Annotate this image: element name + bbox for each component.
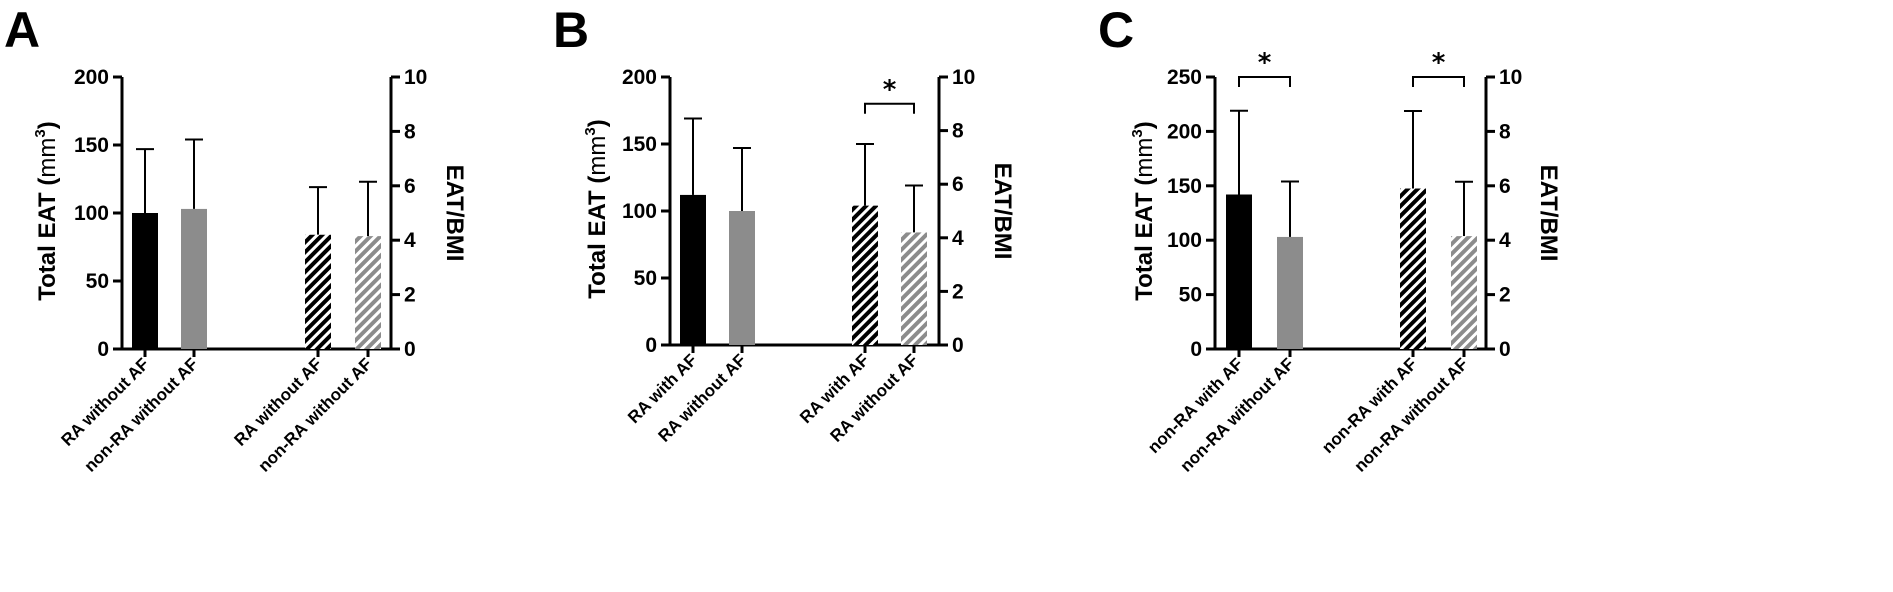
bar — [1451, 236, 1477, 349]
bar — [132, 213, 158, 349]
significance-star: * — [883, 75, 897, 105]
bar — [901, 232, 927, 345]
left-y-tick-label: 50 — [634, 267, 657, 290]
x-category-label: RA without AF — [654, 350, 749, 445]
y-title-unit: mm — [584, 136, 611, 176]
right-y-tick-label: 8 — [952, 120, 964, 143]
left-y-tick-label: 100 — [1167, 229, 1202, 252]
x-category-label: RA without AF — [826, 350, 921, 445]
right-y-tick-label: 4 — [952, 227, 964, 250]
significance-bracket — [1238, 76, 1291, 87]
right-y-axis-title: EAT/BMI — [1535, 165, 1562, 262]
right-y-tick-label: 2 — [1499, 284, 1511, 307]
x-category-label: RA without AF — [230, 354, 325, 449]
y-title-unit: mm — [1131, 138, 1158, 178]
y-title-open-paren: ( — [1131, 178, 1158, 193]
right-y-axis-title: EAT/BMI — [441, 165, 468, 262]
right-y-tick-label: 6 — [952, 173, 964, 196]
right-y-tick-label: 4 — [1499, 229, 1511, 252]
significance-star: * — [1432, 48, 1446, 78]
bar — [305, 234, 331, 349]
panel-letter: B — [553, 2, 589, 58]
y-title-close-paren: ) — [1131, 121, 1158, 129]
bar — [1400, 188, 1426, 349]
left-y-tick-label: 0 — [1190, 338, 1202, 361]
right-y-tick-label: 6 — [1499, 175, 1511, 198]
left-y-tick-label: 250 — [1167, 66, 1202, 89]
bar — [852, 205, 878, 345]
y-title-superscript: 3 — [582, 127, 599, 135]
significance-star: * — [1258, 48, 1272, 78]
y-title-text: Total EAT — [34, 192, 61, 301]
left-y-tick-label: 200 — [1167, 120, 1202, 143]
y-title-text: Total EAT — [1131, 192, 1158, 301]
y-title-close-paren: ) — [34, 121, 61, 129]
right-y-tick-label: 10 — [404, 66, 427, 89]
y-title-superscript: 3 — [32, 129, 49, 137]
left-y-tick-label: 0 — [97, 338, 109, 361]
panel-letter: C — [1098, 2, 1134, 58]
left-y-tick-label: 0 — [645, 334, 657, 357]
left-y-tick-label: 100 — [74, 202, 109, 225]
right-y-tick-label: 10 — [1499, 66, 1522, 89]
y-title-close-paren: ) — [584, 119, 611, 127]
right-y-tick-label: 8 — [1499, 120, 1511, 143]
left-y-tick-label: 50 — [86, 270, 109, 293]
left-y-tick-label: 150 — [622, 133, 657, 156]
left-y-axis-title: Total EAT (mm3) — [1129, 121, 1158, 300]
x-category-label: non-RA with AF — [1318, 354, 1421, 457]
bar — [1226, 194, 1252, 349]
right-y-tick-label: 10 — [952, 66, 975, 89]
left-y-tick-label: 100 — [622, 200, 657, 223]
bar — [680, 194, 706, 345]
bar — [729, 211, 755, 345]
y-title-open-paren: ( — [34, 178, 61, 193]
significance-bracket — [864, 102, 915, 114]
right-y-tick-label: 4 — [404, 229, 416, 252]
left-y-tick-label: 150 — [74, 134, 109, 157]
left-y-tick-label: 200 — [74, 66, 109, 89]
right-y-tick-label: 6 — [404, 175, 416, 198]
bar — [355, 236, 381, 349]
left-y-tick-label: 150 — [1167, 175, 1202, 198]
left-y-axis-title: Total EAT (mm3) — [582, 119, 611, 298]
right-y-tick-label: 2 — [952, 280, 964, 303]
panel-letter: A — [4, 2, 40, 58]
left-y-tick-label: 50 — [1179, 284, 1202, 307]
y-title-unit: mm — [34, 138, 61, 178]
y-title-text: Total EAT — [584, 190, 611, 299]
right-y-tick-label: 0 — [1499, 338, 1511, 361]
chart-panel-a: A 0 50 100 150 200 0 2 4 6 8 10 Total EAT (mm3) EAT/B… — [4, 2, 468, 476]
left-y-axis-title: Total EAT (mm3) — [32, 121, 61, 300]
chart-panel-b: B 0 50 100 150 200 0 2 4 6 8 10 Total EAT (mm3) EAT/B… — [553, 2, 1016, 446]
x-category-label: RA without AF — [57, 354, 152, 449]
right-y-tick-label: 0 — [404, 338, 416, 361]
bar — [1277, 236, 1303, 349]
y-title-superscript: 3 — [1129, 129, 1146, 137]
right-y-tick-label: 8 — [404, 120, 416, 143]
y-title-open-paren: ( — [584, 176, 611, 191]
right-y-tick-label: 0 — [952, 334, 964, 357]
bar — [181, 208, 207, 349]
chart-panel-c: C 0 50 100 150 200 250 0 2 4 6 8 10 Total EAT (mm3) EA… — [1098, 2, 1562, 476]
x-category-label: non-RA with AF — [1144, 354, 1247, 457]
significance-bracket — [1412, 76, 1465, 87]
right-y-axis-title: EAT/BMI — [989, 163, 1016, 260]
right-y-tick-label: 2 — [404, 284, 416, 307]
left-y-tick-label: 200 — [622, 66, 657, 89]
